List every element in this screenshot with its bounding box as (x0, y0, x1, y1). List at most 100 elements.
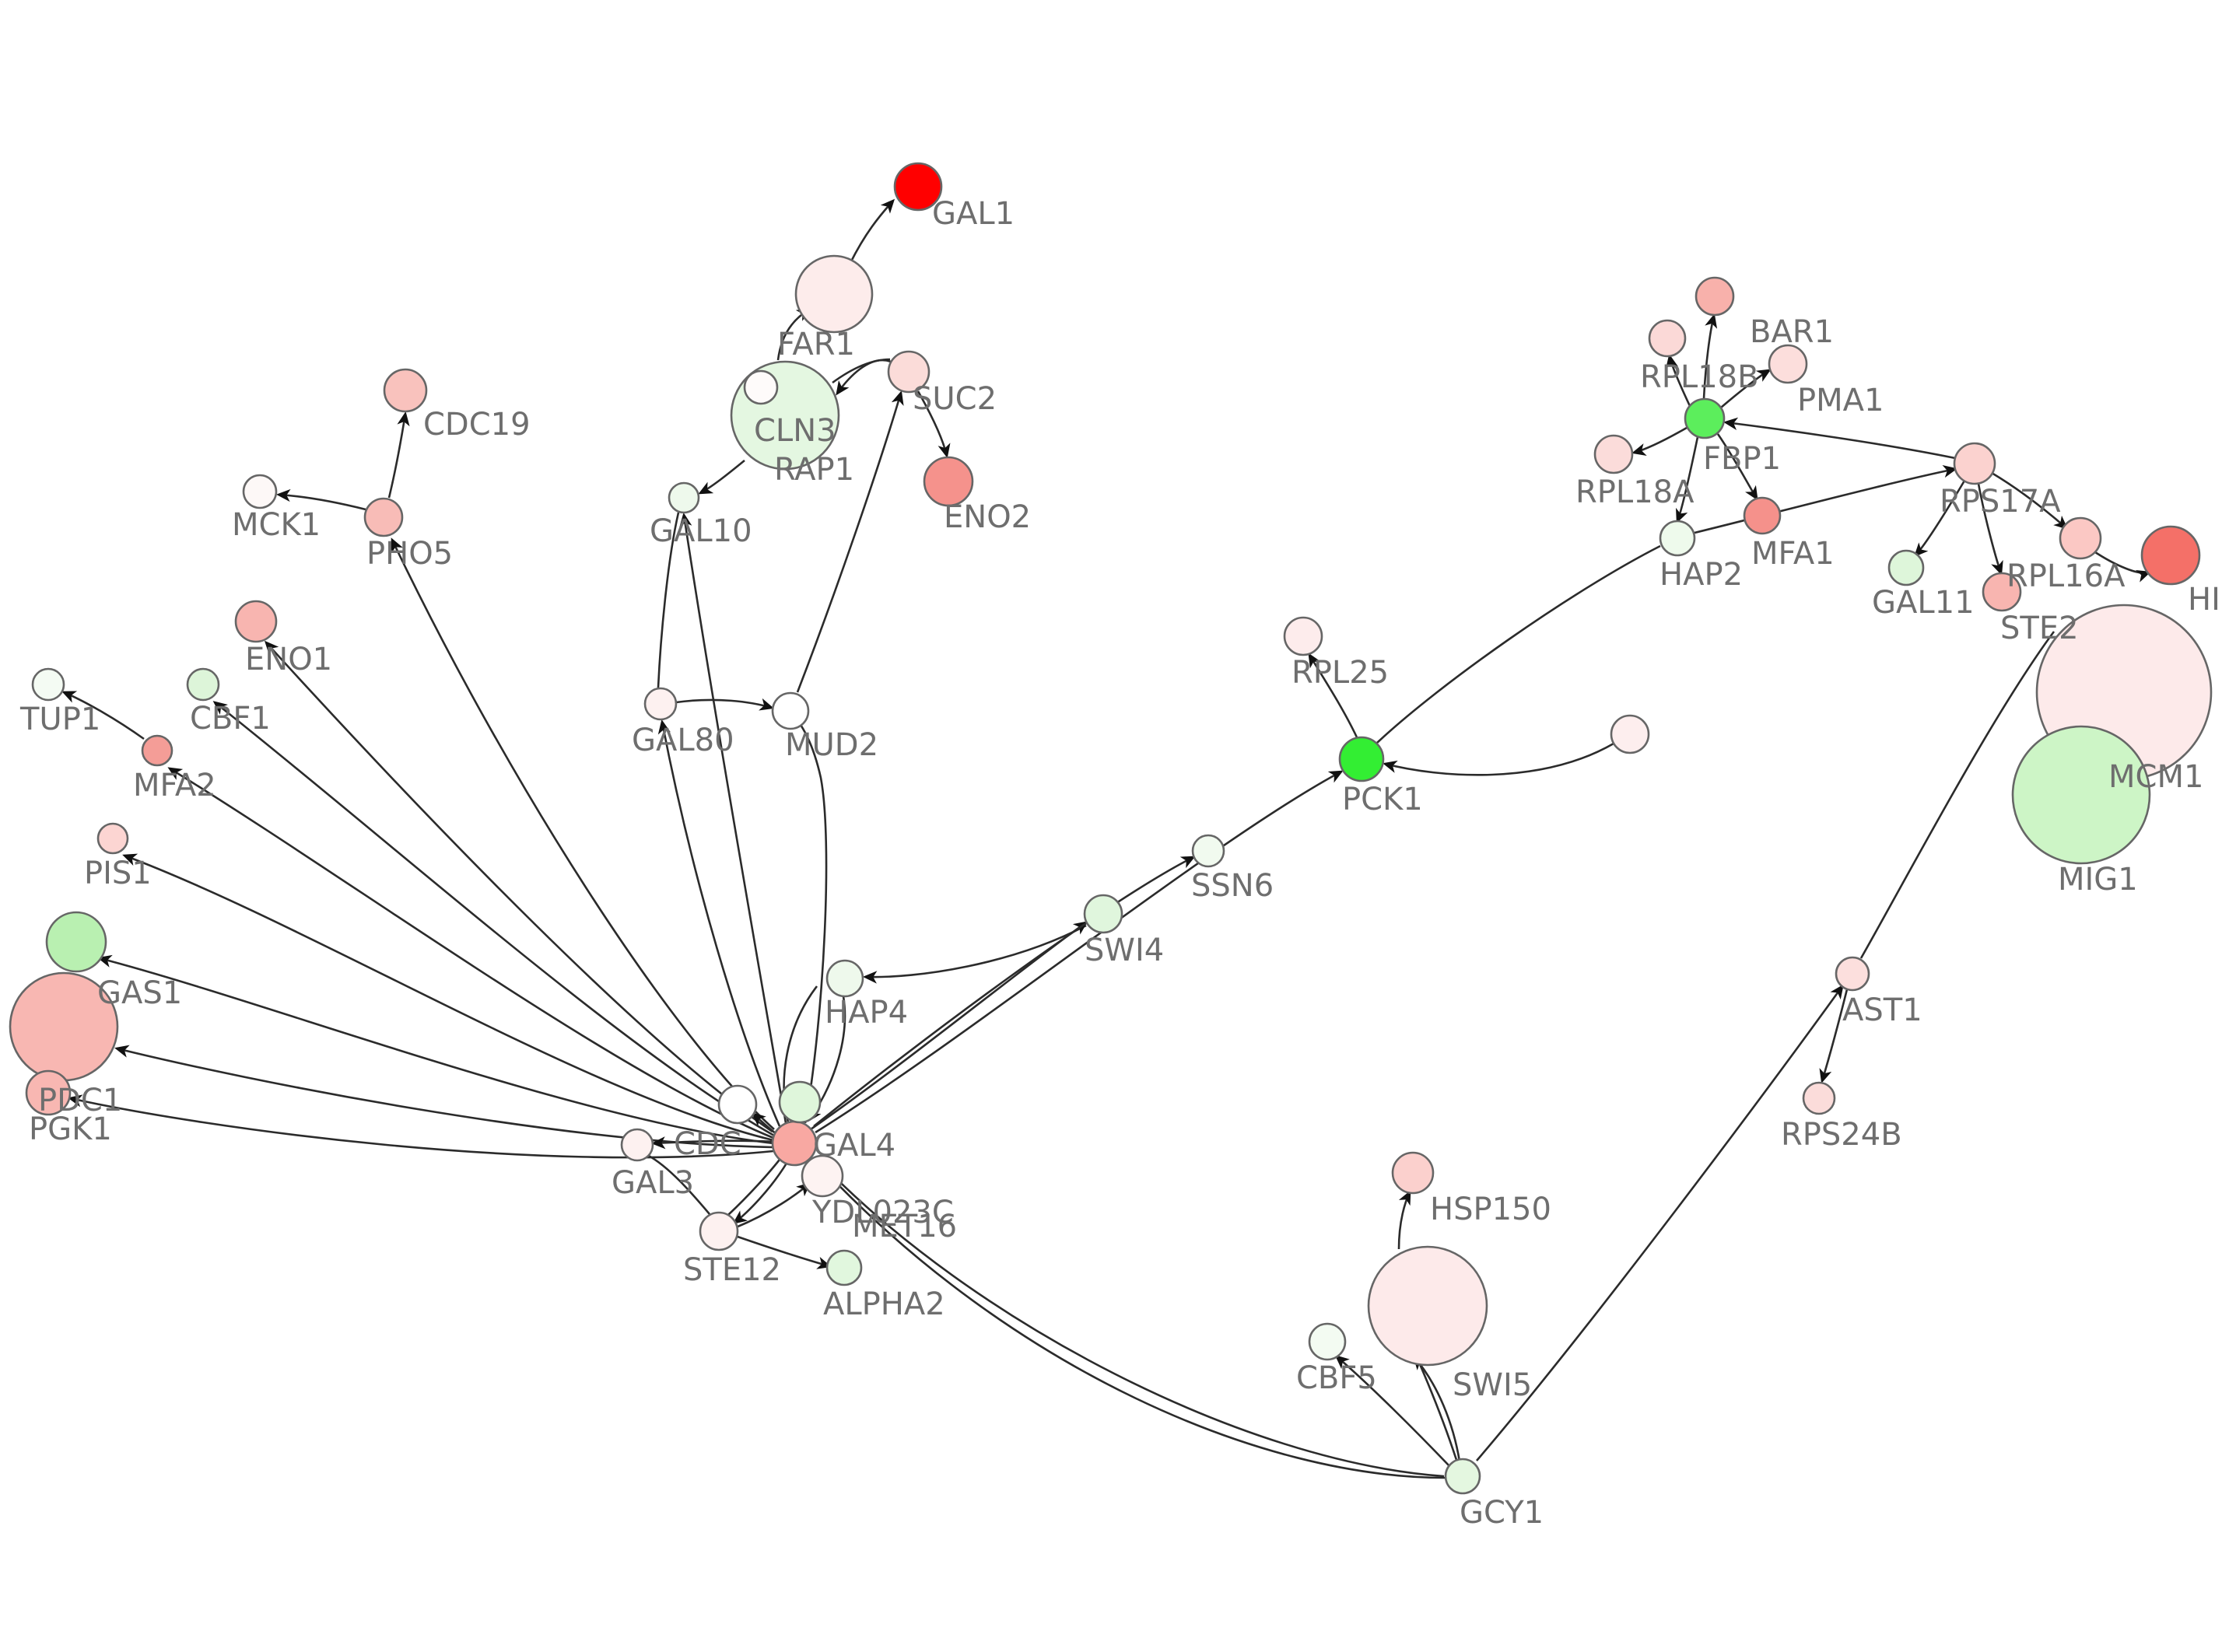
node-label-bar1: BAR1 (1750, 314, 1834, 350)
node-hap2[interactable] (1659, 520, 1696, 557)
node-label-rap1: RAP1 (774, 452, 854, 488)
edge-gal4-to-gal3 (650, 1136, 776, 1150)
edge-rps17a-to-ste2 (1977, 483, 2003, 576)
node-gcy1[interactable] (1444, 1458, 1481, 1495)
edge-gal4-to-pck1 (815, 770, 1344, 1134)
edge-hap2-to-pck1 (1376, 544, 1661, 744)
node-cdc19[interactable] (383, 368, 428, 413)
node-far1[interactable] (794, 254, 874, 334)
node-mfa2[interactable] (141, 734, 173, 767)
node-label-pdc1: PDC1 (38, 1083, 122, 1118)
node-mig1[interactable] (2011, 725, 2151, 865)
node-label-cbf1: CBF1 (190, 701, 271, 737)
node-label-met16: MET16 (852, 1209, 957, 1244)
node-label-cln3: CLN3 (754, 413, 836, 449)
node-gal10[interactable] (668, 481, 700, 514)
node-bar1[interactable] (1695, 276, 1735, 317)
node-label-pis1: PIS1 (84, 856, 152, 891)
node-label-mud2: MUD2 (785, 727, 878, 763)
edge-fbp1-to-mfa1 (1716, 433, 1758, 501)
node-label-ste12: STE12 (683, 1252, 781, 1288)
node-swi4[interactable] (1083, 894, 1123, 934)
edge-pho5-to-cdc19 (387, 411, 410, 499)
node-pgk1[interactable] (25, 1069, 72, 1116)
node-alpha2[interactable] (825, 1249, 863, 1286)
edge-rps17a-to-gal11 (1913, 480, 1966, 558)
edge-gal4-to-pis1 (122, 853, 774, 1142)
node-label-alpha2: ALPHA2 (823, 1286, 945, 1322)
node-gal4[interactable] (771, 1120, 818, 1167)
node-rpl16a[interactable] (2059, 516, 2102, 560)
node-pho5[interactable] (363, 497, 404, 537)
node-label-mig1: MIG1 (2058, 862, 2138, 898)
node-gal80[interactable] (643, 687, 678, 721)
node-eno2[interactable] (923, 456, 974, 507)
node-label-ydl023c: YDL023C (811, 1195, 954, 1230)
node-label-tup1: TUP1 (19, 702, 100, 737)
node-ste2[interactable] (1982, 572, 2022, 612)
edge-gal4-to-mud2 (790, 713, 828, 1124)
node-pma1[interactable] (1768, 344, 1808, 384)
node-mud2[interactable] (771, 691, 810, 730)
node-label-ste2: STE2 (2000, 611, 2079, 646)
node-label-eno2: ENO2 (944, 499, 1031, 535)
node-rap1[interactable] (743, 369, 779, 405)
node-label-suc2: SUC2 (913, 381, 997, 417)
node-label-pck1: PCK1 (1342, 782, 1423, 817)
node-gal1[interactable] (893, 162, 943, 212)
node-gal11[interactable] (1887, 549, 1925, 586)
node-suc2[interactable] (887, 350, 931, 394)
node-ste12[interactable] (699, 1211, 739, 1251)
node-label-hsp150: HSP150 (1430, 1192, 1551, 1227)
edge-cln3-to-suc2 (832, 358, 891, 384)
node-ydl023c[interactable] (801, 1154, 844, 1198)
node-label-pma1: PMA1 (1797, 383, 1884, 418)
node-cbf5[interactable] (1308, 1322, 1347, 1361)
node-hsp150[interactable] (1391, 1151, 1435, 1195)
edge-swi5-to-hsp150 (1397, 1190, 1411, 1250)
edge-gcy1-to-cbf5 (1334, 1355, 1451, 1468)
node-node_u1[interactable] (1610, 714, 1650, 754)
node-label-swi4: SWI4 (1085, 933, 1164, 968)
node-label-gal4: GAL4 (813, 1128, 895, 1164)
node-tup1[interactable] (31, 667, 65, 702)
node-rpl18a[interactable] (1593, 434, 1634, 474)
node-rpl18b[interactable] (1648, 319, 1687, 358)
node-label-cdc: CDC (674, 1126, 741, 1162)
edge-gal4-to-cbf1 (212, 701, 775, 1137)
node-pck1[interactable] (1338, 736, 1385, 782)
node-cbf1[interactable] (186, 667, 220, 702)
node-rps24b[interactable] (1802, 1081, 1836, 1115)
node-label-swi5: SWI5 (1453, 1367, 1532, 1403)
node-his4[interactable] (2140, 525, 2201, 586)
node-gal3[interactable] (620, 1128, 654, 1162)
edge-pho5-to-mck1 (275, 488, 366, 511)
node-rps17a[interactable] (1953, 442, 1996, 485)
edge-pck1-to-rpl25 (1308, 653, 1358, 738)
node-label-rpl16a: RPL16A (2006, 558, 2126, 594)
node-fbp1[interactable] (1684, 397, 1726, 439)
node-hap4[interactable] (825, 959, 864, 998)
node-mck1[interactable] (242, 474, 278, 509)
node-cdc[interactable] (717, 1084, 758, 1125)
node-gas1[interactable] (45, 911, 107, 973)
node-label-hap4: HAP4 (825, 995, 908, 1031)
node-ast1[interactable] (1835, 956, 1870, 992)
node-label-rps17a: RPS17A (1940, 484, 2061, 520)
node-rpl25[interactable] (1283, 616, 1323, 656)
edge-gal4-to-gal10 (679, 513, 787, 1124)
node-label-ssn6: SSN6 (1191, 868, 1274, 904)
node-label-rps24b: RPS24B (1781, 1117, 1902, 1153)
node-eno1[interactable] (234, 600, 278, 643)
node-label-fbp1: FBP1 (1703, 441, 1781, 477)
edge-ste12-to-ydl023c (735, 1182, 811, 1229)
node-swi5[interactable] (1367, 1245, 1488, 1367)
node-pis1[interactable] (96, 822, 129, 855)
node-mfa1[interactable] (1743, 496, 1782, 535)
node-ssn6[interactable] (1191, 834, 1225, 868)
node-label-gal80: GAL80 (632, 723, 734, 758)
node-label-pho5: PHO5 (366, 536, 453, 572)
node-galhub[interactable] (778, 1080, 822, 1124)
